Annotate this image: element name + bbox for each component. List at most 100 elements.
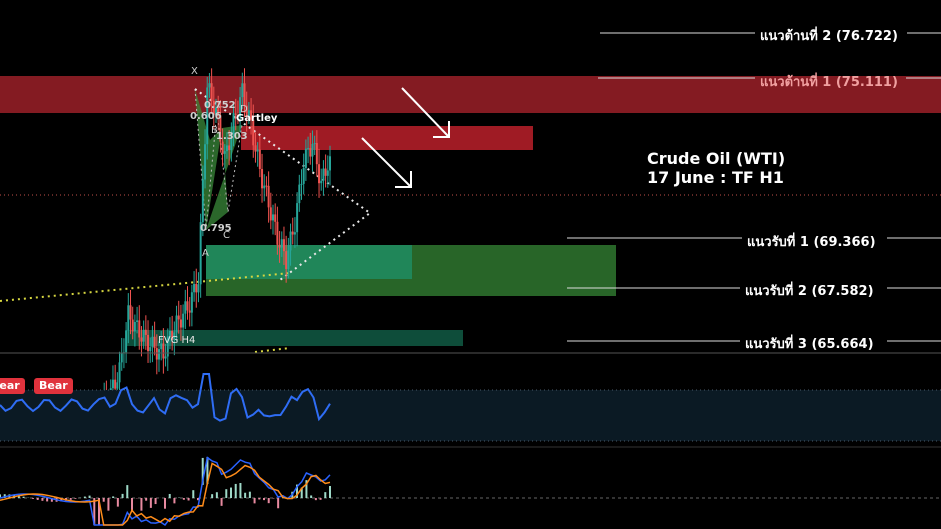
candle-body — [326, 170, 329, 176]
macd-bar — [230, 487, 232, 498]
candle-body — [243, 83, 246, 106]
macd-bar — [296, 484, 298, 498]
candle-body — [144, 329, 147, 335]
candle-body — [201, 179, 204, 223]
candle-body — [173, 332, 176, 340]
title-line-2: 17 June : TF H1 — [647, 168, 784, 187]
macd-bar — [69, 498, 72, 500]
candle-body — [114, 379, 117, 389]
candle-body — [162, 343, 165, 359]
demand-inner-zone — [206, 245, 412, 279]
candle-body — [307, 148, 310, 150]
candle-body — [261, 169, 264, 189]
point-x-label: X — [191, 66, 198, 77]
rsi-band — [0, 390, 941, 441]
candle-body — [329, 156, 331, 171]
candle-body — [223, 151, 226, 154]
candle-body — [300, 183, 303, 185]
res1-label: แนวต้านที่ 1 (75.111) — [760, 75, 898, 90]
candle-body — [125, 330, 128, 353]
macd-bar — [215, 492, 218, 498]
candle-body — [298, 184, 301, 204]
candle-body — [217, 107, 220, 116]
candle-body — [188, 310, 191, 313]
rsi-line — [0, 373, 331, 422]
macd-bar — [244, 492, 247, 498]
macd-bar — [46, 498, 49, 502]
candle-body — [269, 207, 272, 221]
macd-bar — [206, 457, 209, 485]
candle-body — [168, 330, 171, 337]
fvg-zone — [126, 330, 463, 346]
yellow-trendline-2 — [254, 347, 291, 353]
candle-body — [158, 349, 160, 360]
candle-body — [278, 244, 281, 248]
macd-bar — [314, 498, 317, 501]
macd-histogram — [0, 457, 331, 525]
candle-body — [228, 145, 231, 151]
candle-body — [236, 115, 239, 118]
candle-body — [153, 336, 156, 349]
candle-body — [160, 343, 163, 350]
candle-body — [320, 180, 323, 184]
candle-body — [179, 319, 182, 328]
yellow-trendline — [0, 272, 291, 302]
candle-body — [147, 334, 150, 352]
arrow-down-2 — [361, 137, 412, 188]
title-line-1: Crude Oil (WTI) — [647, 149, 786, 168]
candle-body — [208, 83, 211, 88]
macd-bar — [88, 495, 91, 498]
macd-bar — [131, 498, 133, 512]
candle-body — [230, 134, 233, 151]
candle-body — [177, 315, 180, 320]
candle-body — [136, 320, 139, 322]
candle-body — [140, 337, 143, 342]
candle-body — [175, 315, 178, 333]
candle-body — [296, 203, 299, 233]
macd-bar — [74, 498, 77, 499]
macd-bar — [310, 495, 313, 498]
candle-body — [245, 105, 248, 117]
candle-body — [304, 148, 307, 168]
candle-body — [225, 145, 228, 152]
pattern-name-label: Gartley — [236, 113, 278, 124]
macd-bar — [211, 494, 214, 498]
candle-body — [272, 214, 274, 221]
macd-bar — [305, 480, 308, 498]
ratio-2-label: 0.606 — [190, 111, 222, 122]
point-c-label: C — [223, 230, 230, 241]
candle-body — [274, 214, 277, 222]
candle-body — [324, 168, 327, 176]
macd-bar — [173, 498, 176, 504]
macd-bar — [149, 498, 152, 508]
candle-body — [256, 149, 259, 152]
candle-body — [206, 87, 209, 145]
candle-body — [289, 231, 292, 251]
candle-body — [285, 251, 288, 269]
macd-bar — [239, 483, 242, 498]
macd-bar — [121, 493, 124, 498]
candle-body — [282, 239, 285, 252]
supply-zone — [241, 126, 533, 150]
point-d-label: D — [240, 104, 248, 115]
gartley-wing-2 — [206, 125, 242, 230]
macd-line — [0, 456, 331, 527]
candle-body — [318, 164, 321, 184]
candle-body — [138, 320, 141, 338]
macd-bar — [182, 498, 185, 500]
macd-bar — [263, 498, 265, 501]
bear-badge-2: Bear — [34, 378, 73, 394]
macd-bar — [36, 498, 39, 500]
candle-body — [215, 107, 217, 115]
fvg-label: FVG H4 — [158, 335, 196, 346]
res2-label: แนวต้านที่ 2 (76.722) — [760, 29, 898, 44]
macd-bar — [225, 489, 228, 498]
macd-bar — [201, 457, 204, 485]
candle-body — [267, 185, 270, 208]
macd-bar — [93, 498, 96, 525]
candle-body — [212, 100, 215, 115]
macd-bar — [258, 498, 261, 500]
macd-bar — [187, 498, 190, 501]
macd-bar — [154, 498, 157, 505]
ratio-1-label: 0.752 — [204, 100, 236, 111]
